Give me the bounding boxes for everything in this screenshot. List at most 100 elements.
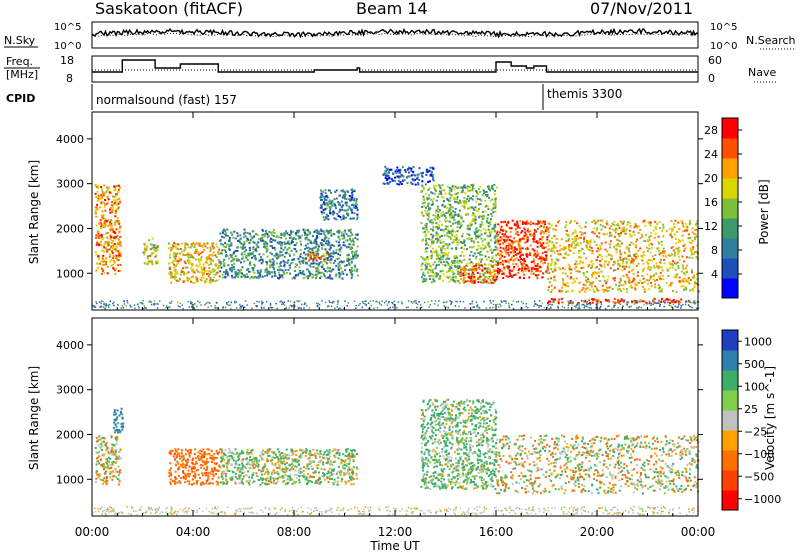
- data-cell: [633, 226, 636, 229]
- data-cell: [435, 238, 437, 241]
- data-cell: [324, 189, 327, 192]
- data-cell: [660, 258, 662, 261]
- data-cell: [228, 239, 231, 242]
- data-cell: [540, 305, 543, 307]
- data-cell: [353, 217, 356, 220]
- data-cell: [356, 216, 359, 219]
- data-cell: [621, 265, 624, 268]
- data-cell: [218, 267, 220, 270]
- data-cell: [117, 184, 120, 187]
- data-cell: [536, 254, 539, 257]
- data-cell: [433, 261, 436, 264]
- data-cell: [166, 304, 168, 307]
- data-cell: [183, 249, 186, 252]
- data-cell: [643, 300, 646, 303]
- data-cell: [580, 256, 583, 259]
- data-cell: [224, 233, 227, 236]
- data-cell: [94, 209, 97, 212]
- data-cell: [582, 272, 585, 275]
- data-cell: [461, 242, 464, 244]
- data-cell: [356, 245, 359, 248]
- data-cell: [330, 252, 333, 255]
- data-cell: [311, 249, 314, 252]
- data-cell: [116, 185, 118, 188]
- data-cell: [669, 266, 672, 269]
- data-cell: [641, 300, 644, 303]
- data-cell: [176, 247, 179, 250]
- data-cell: [347, 235, 350, 237]
- data-cell: [524, 269, 527, 272]
- data-cell: [477, 203, 480, 206]
- data-cell: [396, 306, 398, 309]
- data-cell: [462, 274, 465, 277]
- data-cell: [501, 301, 503, 303]
- data-cell: [97, 237, 100, 239]
- data-cell: [696, 273, 698, 276]
- data-cell: [603, 290, 605, 293]
- data-cell: [595, 299, 598, 302]
- data-cell: [591, 252, 594, 255]
- data-cell: [430, 254, 433, 257]
- data-cell: [98, 451, 101, 453]
- data-cell: [435, 276, 438, 279]
- data-cell: [265, 260, 268, 263]
- data-cell: [121, 305, 124, 307]
- data-cell: [630, 305, 632, 308]
- data-cell: [324, 301, 327, 304]
- data-cell: [671, 306, 673, 308]
- data-cell: [575, 270, 578, 273]
- data-cell: [431, 237, 434, 240]
- data-cell: [661, 252, 664, 255]
- data-cell: [505, 275, 508, 278]
- data-cell: [168, 272, 171, 275]
- data-cell: [209, 253, 212, 256]
- data-cell: [615, 251, 618, 254]
- data-cell: [565, 290, 567, 293]
- data-cell: [689, 250, 692, 252]
- data-cell: [450, 238, 453, 241]
- data-cell: [94, 195, 97, 198]
- data-cell: [453, 262, 456, 265]
- data-cell: [672, 260, 674, 263]
- data-cell: [347, 257, 350, 260]
- data-cell: [582, 303, 585, 306]
- data-cell: [634, 253, 637, 256]
- data-cell: [107, 452, 110, 455]
- data-cell: [553, 275, 556, 278]
- data-cell: [484, 229, 487, 232]
- data-cell: [109, 237, 112, 240]
- data-cell: [387, 182, 390, 185]
- data-cell: [693, 232, 696, 235]
- data-cell: [448, 193, 451, 196]
- data-cell: [348, 262, 351, 265]
- data-cell: [387, 302, 390, 304]
- data-cell: [459, 226, 461, 229]
- data-cell: [227, 234, 229, 237]
- data-cell: [697, 290, 700, 293]
- data-cell: [402, 175, 405, 178]
- data-cell: [502, 241, 504, 244]
- data-cell: [472, 212, 475, 215]
- data-cell: [471, 185, 474, 188]
- data-cell: [114, 212, 117, 215]
- data-cell: [324, 195, 327, 198]
- data-cell: [240, 275, 243, 278]
- data-cell: [114, 188, 117, 191]
- data-cell: [687, 280, 690, 283]
- data-cell: [328, 230, 331, 232]
- data-cell: [424, 201, 427, 204]
- data-cell: [575, 260, 578, 263]
- data-cell: [512, 307, 515, 310]
- data-cell: [108, 248, 111, 251]
- data-cell: [277, 236, 280, 239]
- data-cell: [320, 275, 323, 278]
- data-cell: [320, 244, 323, 246]
- data-cell: [104, 223, 107, 226]
- data-cell: [564, 257, 567, 259]
- data-cell: [505, 239, 507, 242]
- data-cell: [505, 265, 508, 268]
- data-cell: [435, 234, 438, 237]
- data-cell: [547, 262, 550, 265]
- sky-noise-trace: [91, 27, 699, 39]
- data-cell: [657, 249, 660, 252]
